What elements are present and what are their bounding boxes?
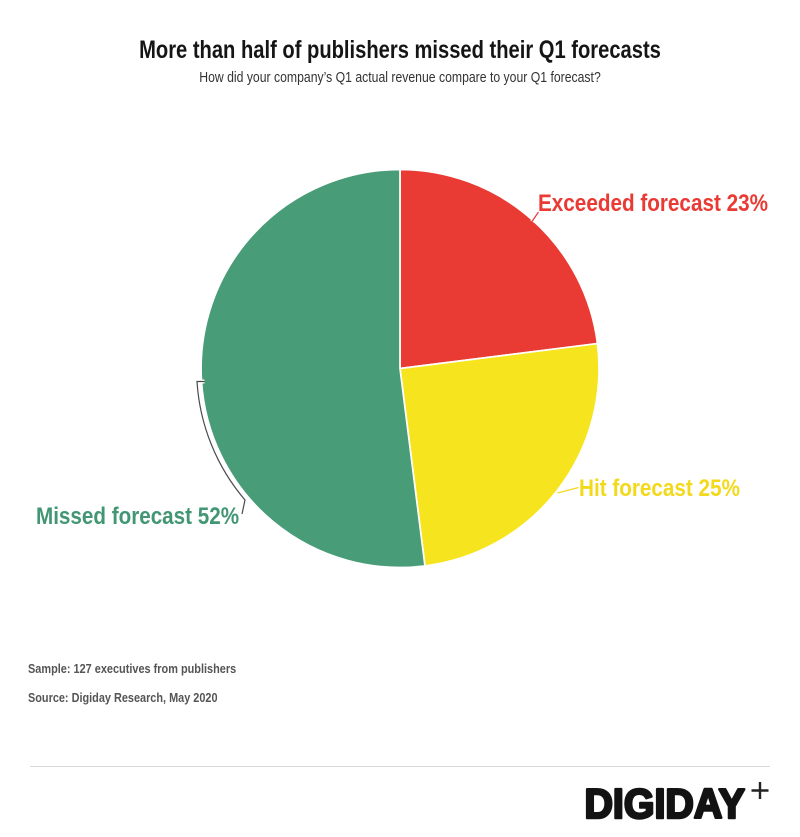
svg-text:DIGIDAY: DIGIDAY [585, 780, 745, 827]
